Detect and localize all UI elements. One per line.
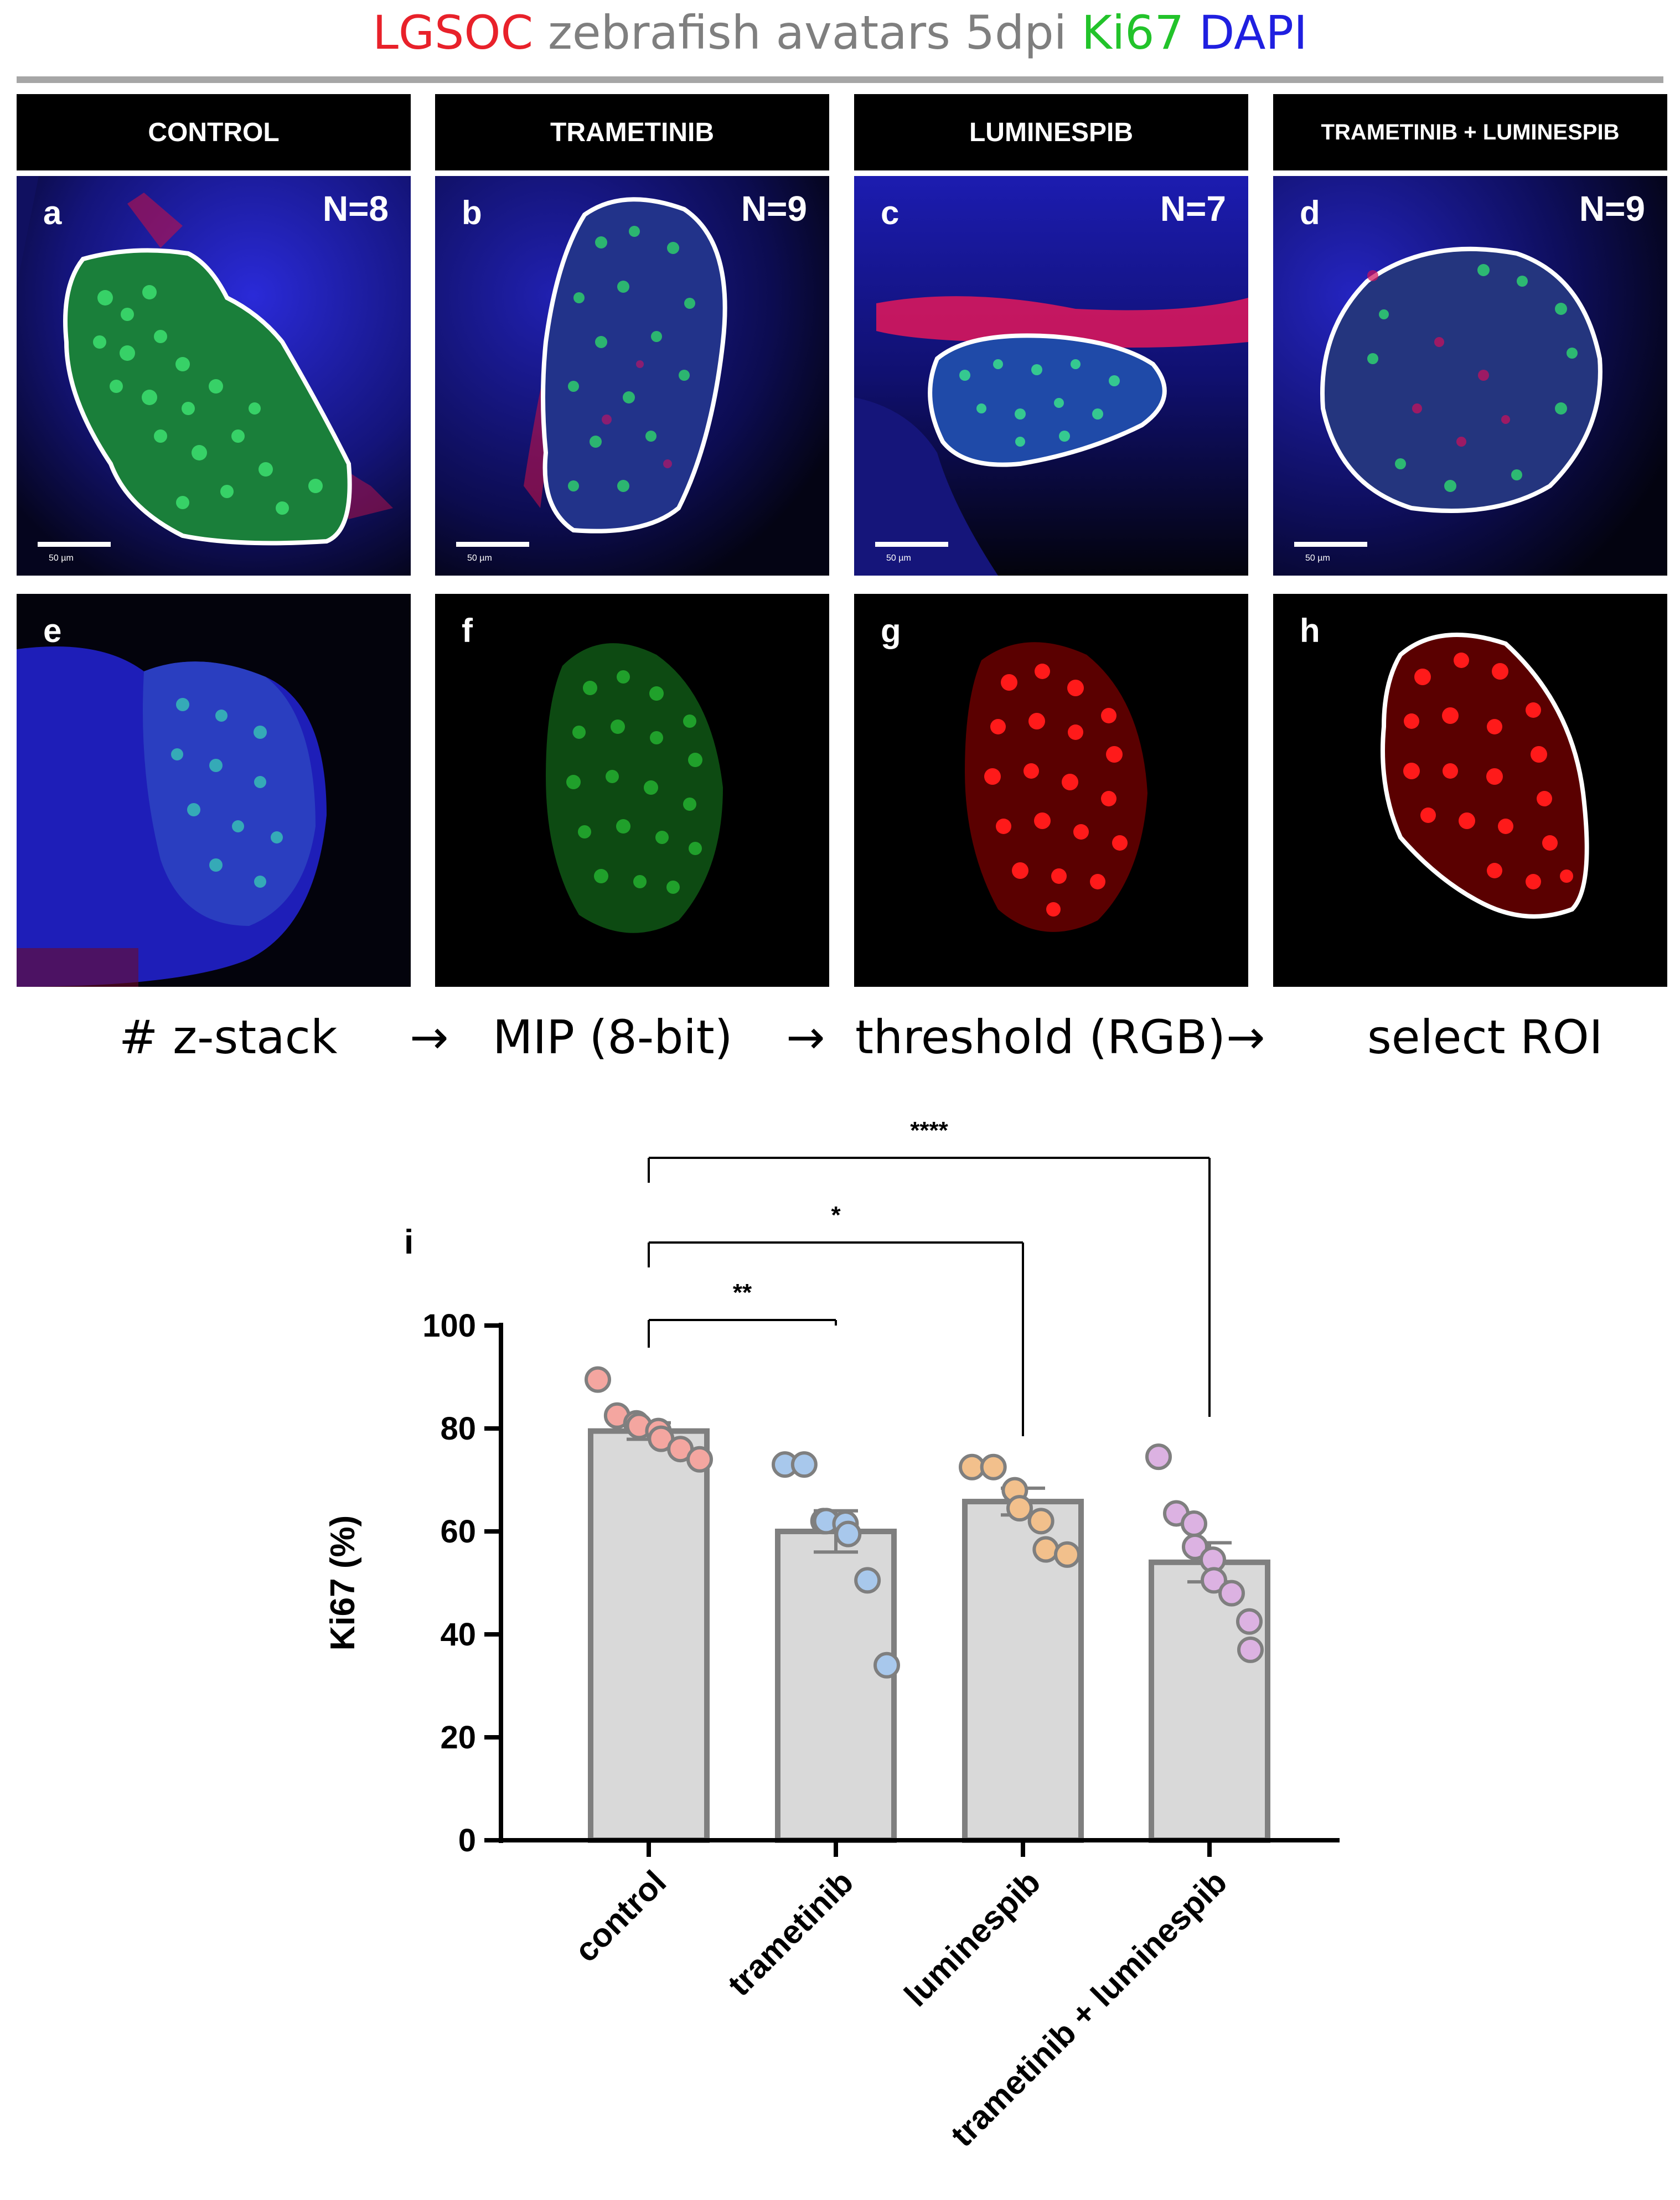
- x-tick-label-1: trametinib: [721, 1863, 860, 2003]
- panel-b-image: [435, 176, 829, 576]
- figure-title: LGSOC zebrafish avatars 5dpi Ki67 DAPI: [0, 6, 1680, 60]
- header-control: CONTROL: [17, 94, 411, 170]
- y-tick-label-60: 60: [440, 1514, 476, 1550]
- scale-bar-b: [456, 542, 529, 547]
- data-point-0-0: [585, 1366, 611, 1393]
- header-trametinib: TRAMETINIB: [435, 94, 829, 170]
- panel-c-image: [854, 176, 1248, 576]
- title-dapi: DAPI: [1198, 6, 1307, 60]
- header-combination: TRAMETINIB + LUMINESPIB: [1273, 94, 1667, 170]
- panel-label-b: b: [462, 194, 482, 231]
- scale-text-b: 50 µm: [467, 553, 492, 563]
- panel-a-image: [17, 176, 411, 576]
- data-point-2-1: [980, 1453, 1007, 1481]
- data-point-3-2: [1181, 1510, 1207, 1538]
- y-axis-label: Ki67 (%): [324, 1515, 362, 1651]
- panel-d: d N=9 50 µm: [1273, 176, 1667, 576]
- panel-label-g: g: [881, 612, 901, 649]
- data-point-1-5: [835, 1520, 862, 1547]
- header-luminespib: LUMINESPIB: [854, 94, 1248, 170]
- panel-a: a N=8 50 µm: [17, 176, 411, 576]
- panel-e-image: [17, 594, 411, 987]
- roi-outline-d: [1320, 246, 1603, 513]
- panel-label-a: a: [43, 194, 62, 231]
- panel-f-image: [435, 594, 829, 987]
- workflow-step-mip: MIP (8-bit): [493, 1010, 733, 1064]
- bar-3: [1149, 1559, 1270, 1844]
- panel-h: h: [1273, 594, 1667, 987]
- y-tick-label-100: 100: [422, 1308, 476, 1344]
- data-point-3-5: [1201, 1567, 1227, 1594]
- title-lgsoc: LGSOC: [373, 6, 534, 60]
- y-tick-label-0: 0: [458, 1823, 476, 1859]
- data-point-3-0: [1145, 1443, 1172, 1471]
- workflow-step-roi: select ROI: [1367, 1010, 1603, 1064]
- workflow-step-threshold: threshold (RGB): [855, 1010, 1226, 1064]
- sig-label-0: **: [733, 1279, 752, 1306]
- n-count-d: N=9: [1579, 189, 1645, 229]
- y-tick-label-20: 20: [440, 1720, 476, 1756]
- data-point-3-7: [1236, 1608, 1263, 1635]
- title-divider: [17, 76, 1663, 83]
- data-point-0-7: [686, 1446, 713, 1473]
- title-middle: zebrafish avatars 5dpi: [547, 6, 1067, 60]
- scale-bar-c: [875, 542, 948, 547]
- panel-f: f: [435, 594, 829, 987]
- n-count-a: N=8: [322, 189, 389, 229]
- data-point-1-7: [873, 1652, 900, 1679]
- panel-c: c N=7 50 µm: [854, 176, 1248, 576]
- scale-text-d: 50 µm: [1305, 553, 1330, 563]
- n-count-c: N=7: [1160, 189, 1226, 229]
- panel-d-image: [1273, 176, 1667, 576]
- x-tick-label-0: control: [567, 1863, 673, 1969]
- workflow-arrow-1: →: [410, 1010, 449, 1064]
- panel-label-e: e: [43, 612, 62, 649]
- x-tick-label-2: luminespib: [897, 1863, 1047, 2013]
- scale-bar-a: [38, 542, 111, 547]
- workflow-arrow-3: →: [1226, 1010, 1265, 1064]
- data-point-3-3: [1182, 1533, 1208, 1560]
- roi-outline-b: [541, 197, 727, 534]
- title-ki67: Ki67: [1081, 6, 1185, 60]
- panel-h-image: [1273, 594, 1667, 987]
- y-tick-label-40: 40: [440, 1617, 476, 1653]
- panel-b: b N=9 50 µm: [435, 176, 829, 576]
- data-point-1-6: [854, 1567, 881, 1594]
- data-point-1-1: [790, 1451, 818, 1478]
- scale-bar-d: [1294, 542, 1367, 547]
- panel-g-image: [854, 594, 1248, 987]
- scale-text-c: 50 µm: [886, 553, 911, 563]
- roi-outline-a: [63, 248, 352, 546]
- panel-e: e: [17, 594, 411, 987]
- sig-label-1: *: [831, 1202, 841, 1229]
- data-point-2-6: [1054, 1541, 1081, 1568]
- workflow-arrow-2: →: [786, 1010, 825, 1064]
- bar-0: [588, 1428, 710, 1843]
- data-point-3-8: [1237, 1636, 1264, 1663]
- panel-label-h: h: [1300, 612, 1320, 649]
- data-point-3-6: [1218, 1580, 1245, 1607]
- panel-label-f: f: [462, 612, 473, 649]
- data-point-2-5: [1032, 1536, 1059, 1563]
- roi-outline-c: [928, 333, 1167, 467]
- panel-label-i: i: [404, 1223, 413, 1261]
- data-point-2-4: [1027, 1508, 1054, 1535]
- panel-g: g: [854, 594, 1248, 987]
- data-point-2-3: [1006, 1495, 1033, 1522]
- panel-label-d: d: [1300, 194, 1320, 231]
- scale-text-a: 50 µm: [49, 553, 74, 563]
- y-tick-label-80: 80: [440, 1411, 476, 1447]
- panel-label-c: c: [881, 194, 900, 231]
- n-count-b: N=9: [741, 189, 807, 229]
- sig-label-2: ****: [910, 1117, 948, 1144]
- workflow-step-zstack: # z-stack: [119, 1010, 338, 1064]
